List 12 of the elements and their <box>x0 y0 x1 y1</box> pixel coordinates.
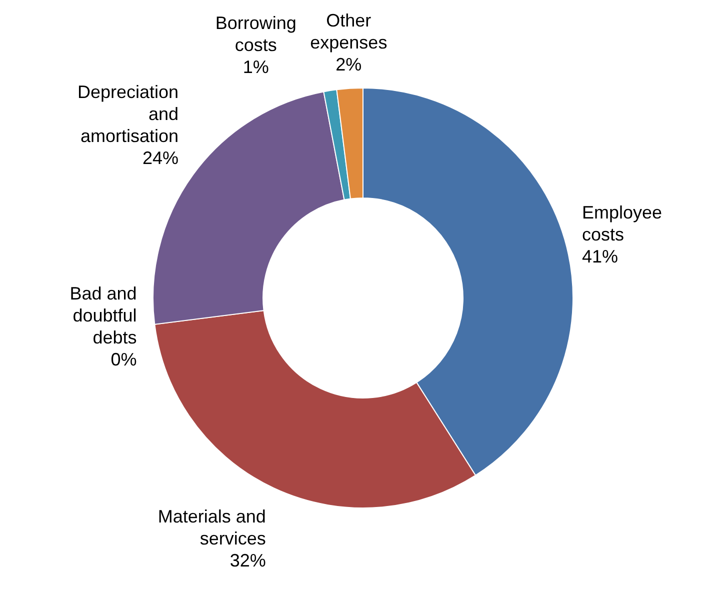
data-label: 1% <box>242 56 269 77</box>
slice-label: Employee costs <box>582 202 662 244</box>
slice-label: Depreciation and amortisation <box>77 82 179 146</box>
data-label: 32% <box>230 550 266 570</box>
data-label: 2% <box>336 54 362 74</box>
slice-label: Other expenses <box>310 10 388 52</box>
text: 0% <box>110 350 137 370</box>
slice-label: Materials and services <box>158 506 266 548</box>
category-label: Bad and doubtful debts <box>70 284 137 348</box>
slice-label: Borrowing costs <box>215 12 296 55</box>
data-label: 41% <box>582 246 618 266</box>
data-label: 24% <box>142 148 179 168</box>
